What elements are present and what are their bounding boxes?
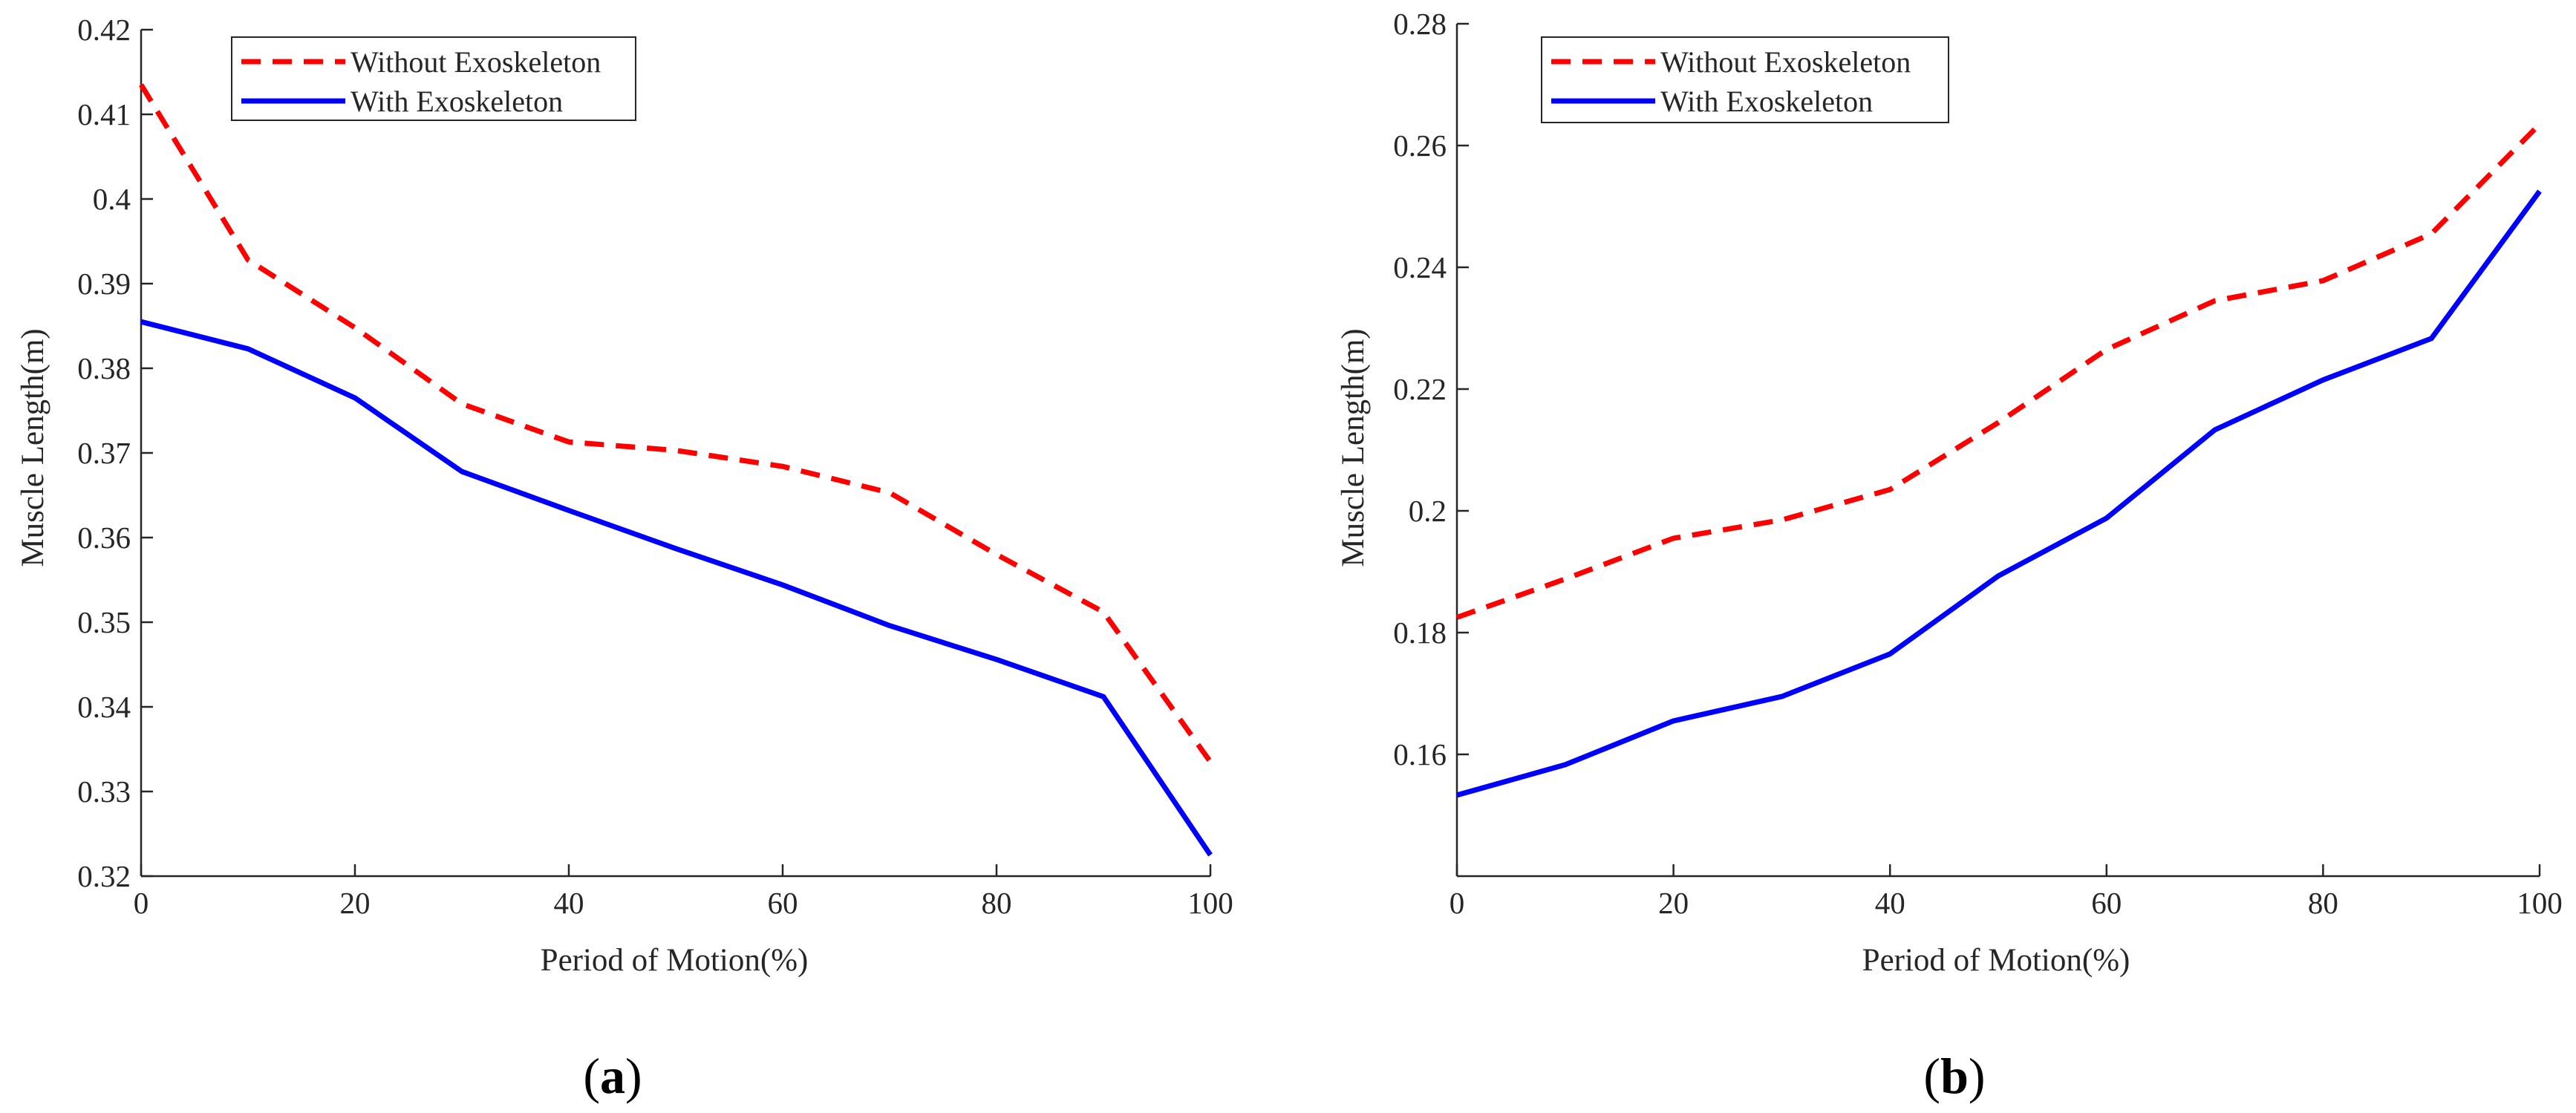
panel-b-x-tick-label: 80 [2308,886,2338,920]
panel-a-legend-box [231,36,636,121]
panel-a-y-axis-title: Muscle Length(m) [16,328,50,567]
panel-b-y-tick-label: 0.22 [1393,372,1447,406]
panel-a-legend: Without Exoskeleton With Exoskeleton [231,36,636,121]
panel-b-x-tick-label: 20 [1658,886,1689,920]
panel-b-letter: b [1940,1048,1969,1104]
panel-b-legend: Without Exoskeleton With Exoskeleton [1541,36,1949,123]
panel-a-x-tick-label: 0 [134,886,149,920]
panel-a-x-tick-label: 60 [768,886,798,920]
panel-a-x-tick-label: 80 [982,886,1012,920]
panel-b-y-tick-label: 0.18 [1393,616,1447,650]
panel-a-y-tick-label: 0.38 [77,351,131,385]
panel-a-y-tick-label: 0.42 [77,13,131,47]
panel-a-x-tick-label: 20 [340,886,371,920]
panel-a-series-without-exoskeleton [139,83,1213,764]
panel-a-x-tick-label: 100 [1187,886,1233,920]
chart-panel-b: 0.16 0.18 0.2 0.22 0.24 0.26 0.28 0 20 40 60 80 100… [1336,7,2563,1104]
panel-a-label: (a) [583,1048,642,1104]
panel-a-y-tick-label: 0.34 [77,690,131,724]
panel-a-y-tick-label: 0.39 [77,267,131,301]
panel-a-y-ticks: 0.32 0.33 0.34 0.35 0.36 0.37 0.38 0.39 0.4 0.41 0… [77,13,153,893]
panel-b-legend-box [1541,36,1949,123]
panel-b-x-ticks: 0 20 40 60 80 100 [1450,864,2563,920]
panel-b-x-tick-label: 100 [2517,886,2563,920]
panel-b-x-axis-title: Period of Motion(%) [1862,943,2130,978]
panel-b-y-tick-label: 0.2 [1409,494,1447,528]
panel-b-series-with-exoskeleton [1456,189,2542,798]
panel-b-y-ticks: 0.16 0.18 0.2 0.22 0.24 0.26 0.28 [1393,7,1469,771]
panel-a-x-tick-label: 40 [554,886,584,920]
panel-b-x-tick-label: 0 [1450,886,1465,920]
panel-b-y-tick-label: 0.28 [1393,7,1447,41]
panel-a-y-tick-label: 0.4 [93,182,131,216]
panel-a-x-ticks: 0 20 40 60 80 100 [134,864,1233,920]
panel-a-x-axis-title: Period of Motion(%) [541,943,809,978]
panel-a-y-tick-label: 0.35 [77,605,131,639]
panel-b-label: (b) [1923,1048,1985,1104]
chart-panel-a: 0.32 0.33 0.34 0.35 0.36 0.37 0.38 0.39 0.4 0.41 0… [16,13,1233,1104]
panel-b-y-tick-label: 0.26 [1393,128,1447,163]
panel-b-x-tick-label: 40 [1875,886,1905,920]
panel-a-y-tick-label: 0.33 [77,774,131,809]
panel-a-y-tick-label: 0.41 [77,97,131,131]
panel-b-x-tick-label: 60 [2091,886,2122,920]
panel-a-series-with-exoskeleton [140,319,1213,857]
panel-b-series [1455,122,2542,798]
panel-b-y-axis-title: Muscle Length(m) [1336,328,1371,567]
panel-a-legend-label-without: Without Exoskeleton [350,45,601,79]
panel-a-series [139,83,1213,857]
panel-a-y-tick-label: 0.36 [77,520,131,555]
panel-b-series-without-exoskeleton [1455,122,2542,620]
panel-b-legend-label-with: With Exoskeleton [1660,85,1873,118]
panel-a-legend-label-with: With Exoskeleton [350,85,563,118]
panel-b-y-tick-label: 0.16 [1393,737,1447,771]
panel-b-axes [1455,24,2540,878]
panel-a-y-tick-label: 0.32 [77,859,131,893]
panel-b-legend-label-without: Without Exoskeleton [1660,45,1911,79]
panel-a-y-tick-label: 0.37 [77,436,131,470]
panel-b-y-tick-label: 0.24 [1393,250,1447,284]
panel-a-letter: a [600,1048,625,1104]
